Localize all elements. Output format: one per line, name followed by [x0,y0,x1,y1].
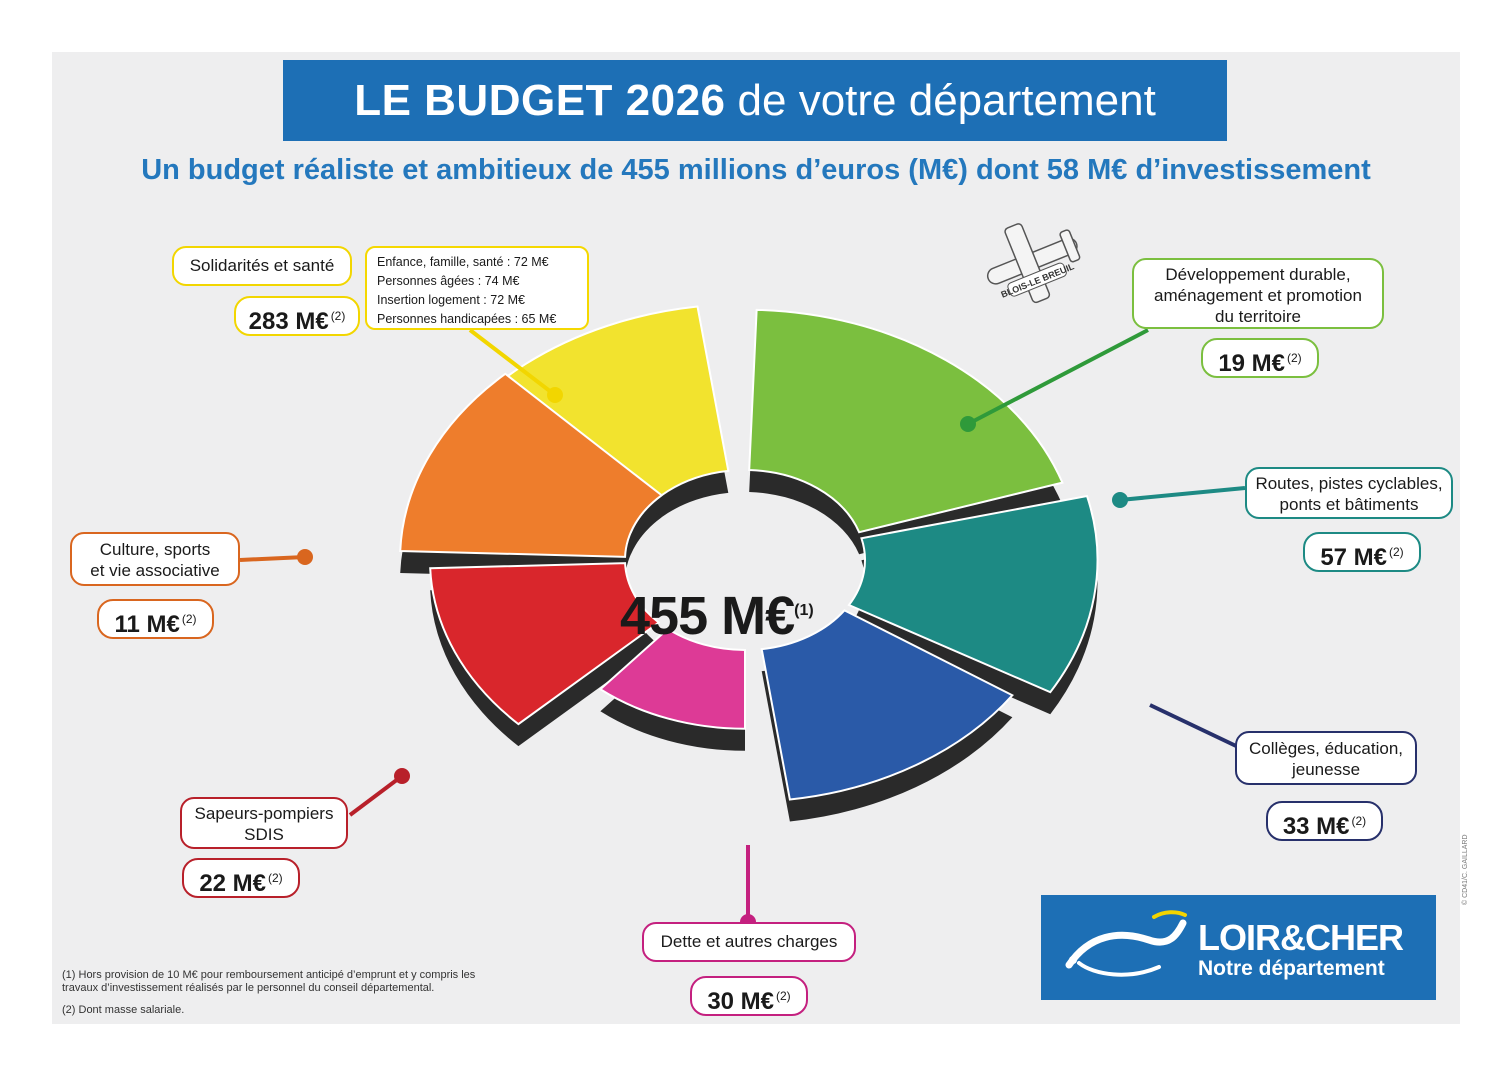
subtitle: Un budget réaliste et ambitieux de 455 m… [141,154,1371,186]
pie-slice [399,372,664,558]
connector-dot [547,387,563,403]
label-developpement: Développement durable, aménagement et pr… [1132,258,1384,329]
salamander-icon [1065,910,1187,977]
value-routes: 57 M€ (2) [1303,532,1421,572]
label-dette: Dette et autres charges [642,922,856,962]
label-pompiers: Sapeurs-pompiers SDIS [180,797,348,849]
value-dette: 30 M€ (2) [690,976,808,1016]
logo-tagline: Notre département [1198,957,1385,980]
title-bold: LE BUDGET 2026 [354,75,726,125]
page-title: LE BUDGET 2026 de votre département [283,60,1227,141]
label-solidarites: Solidarités et santé [172,246,352,286]
label-culture: Culture, sports et vie associative [70,532,240,586]
breakdown-item: Personnes âgées : 74 M€ [377,274,520,288]
plane-icon: BLOIS-LE BREUIL [986,223,1081,304]
value-solidarites: 283 M€ (2) [234,296,360,336]
connector-dot [394,768,410,784]
connector-line [468,328,557,397]
logo: LOIR&CHER Notre département [1041,895,1436,1000]
breakdown-item: Enfance, famille, santé : 72 M€ [377,255,549,269]
footnote-1a: (1) Hors provision de 10 M€ pour rembour… [62,969,476,981]
footnotes: (1) Hors provision de 10 M€ pour rembour… [62,969,475,1026]
footnote-1b: travaux d’investissement réalisés par le… [62,982,435,994]
value-culture: 11 M€ (2) [97,599,214,639]
slices [399,305,1099,801]
label-routes: Routes, pistes cyclables, ponts et bâtim… [1245,467,1453,519]
pie-slice [760,609,1014,801]
connector-dot [1112,492,1128,508]
value-developpement: 19 M€ (2) [1201,338,1319,378]
pie-slice [748,308,1064,534]
footnote-2: (2) Dont masse salariale. [62,1004,185,1016]
connector-line [348,774,404,817]
logo-name: LOIR&CHER [1198,917,1404,958]
breakdown-item: Personnes handicapées : 65 M€ [377,312,557,326]
connector-line [1119,486,1246,502]
connector-line [239,555,306,562]
total-value: 455 M€(1) [620,586,814,646]
connector-line [967,328,1149,426]
pie-slice [847,494,1099,694]
value-pompiers: 22 M€ (2) [182,858,300,898]
value-colleges: 33 M€ (2) [1266,801,1383,841]
solidarites-breakdown: Enfance, famille, santé : 72 M€ Personne… [365,246,589,330]
connector-dot [297,549,313,565]
pie-slice [429,562,661,726]
breakdown-item: Insertion logement : 72 M€ [377,293,525,307]
connector-dot [960,416,976,432]
label-colleges: Collèges, éducation, jeunesse [1235,731,1417,785]
photo-credit: © CD41/C. GAILLARD [1462,834,1469,905]
title-rest: de votre département [737,75,1156,125]
pie-slice [598,627,746,730]
